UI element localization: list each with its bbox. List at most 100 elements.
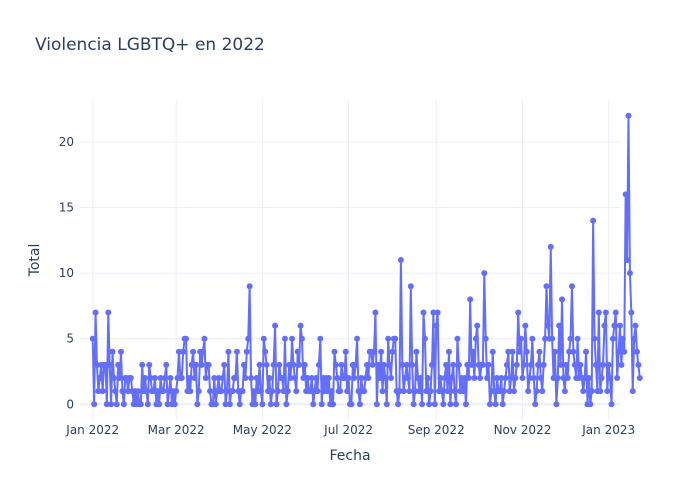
data-point [635, 361, 642, 368]
data-point [540, 361, 547, 368]
data-point [443, 361, 450, 368]
data-point [469, 348, 476, 355]
data-point [462, 401, 469, 408]
data-point [294, 348, 301, 355]
data-point [404, 375, 411, 382]
data-point [151, 375, 158, 382]
data-point [108, 401, 115, 408]
data-point [510, 388, 517, 395]
data-point [571, 361, 578, 368]
data-point [399, 361, 406, 368]
data-point [269, 388, 276, 395]
data-point [542, 335, 549, 342]
data-point [103, 401, 110, 408]
data-point [481, 270, 488, 277]
data-point [468, 361, 475, 368]
data-point [400, 388, 407, 395]
data-point [378, 348, 385, 355]
data-point [437, 375, 444, 382]
data-point [523, 348, 530, 355]
data-point [307, 388, 314, 395]
y-tick-label: 5 [66, 332, 74, 346]
data-point [198, 361, 205, 368]
data-point [491, 388, 498, 395]
data-point [248, 375, 255, 382]
data-point [440, 401, 447, 408]
data-point [199, 348, 206, 355]
data-point [448, 375, 455, 382]
y-tick-label: 15 [59, 201, 74, 215]
data-point [226, 401, 233, 408]
data-point [161, 375, 168, 382]
data-point [395, 401, 402, 408]
data-point [232, 375, 239, 382]
data-point [163, 361, 170, 368]
data-point [250, 388, 257, 395]
data-point [423, 388, 430, 395]
data-point [361, 388, 368, 395]
data-point [508, 375, 515, 382]
data-point [96, 375, 103, 382]
data-point [496, 388, 503, 395]
data-point [207, 388, 214, 395]
data-point [127, 375, 134, 382]
data-point [358, 375, 365, 382]
data-point [380, 361, 387, 368]
data-point [417, 375, 424, 382]
data-point [632, 322, 639, 329]
data-point [373, 401, 380, 408]
data-point [544, 322, 551, 329]
data-point [536, 348, 543, 355]
data-point [201, 335, 208, 342]
data-point [147, 375, 154, 382]
data-point [233, 348, 240, 355]
y-tick-label: 20 [59, 135, 74, 149]
data-point [239, 388, 246, 395]
data-point [622, 191, 629, 198]
x-tick-label: Nov 2022 [494, 423, 552, 437]
data-point [348, 401, 355, 408]
data-point [486, 401, 493, 408]
data-point [498, 375, 505, 382]
data-point [407, 283, 414, 290]
data-point [222, 401, 229, 408]
data-point [171, 401, 178, 408]
data-point [315, 361, 322, 368]
data-point [454, 335, 461, 342]
data-point [413, 348, 420, 355]
data-point [290, 361, 297, 368]
data-point [409, 361, 416, 368]
data-point [297, 322, 304, 329]
data-point [212, 401, 219, 408]
data-point [385, 335, 392, 342]
data-point [266, 375, 273, 382]
data-point [543, 283, 550, 290]
data-point [460, 388, 467, 395]
data-point [160, 388, 167, 395]
data-point [119, 388, 126, 395]
data-point [505, 348, 512, 355]
data-point [403, 361, 410, 368]
data-point [225, 348, 232, 355]
data-point [354, 335, 361, 342]
data-point [587, 401, 594, 408]
data-point [157, 375, 164, 382]
data-point [581, 375, 588, 382]
data-point [167, 375, 174, 382]
data-point [105, 309, 112, 316]
data-point [242, 375, 249, 382]
data-point [308, 375, 315, 382]
data-point [180, 348, 187, 355]
plot-background [80, 100, 620, 420]
data-point [280, 388, 287, 395]
data-point [434, 309, 441, 316]
data-point [472, 335, 479, 342]
data-point [566, 348, 573, 355]
x-tick-label: Mar 2022 [148, 423, 205, 437]
data-point [229, 388, 236, 395]
data-point [611, 322, 618, 329]
data-point [444, 388, 451, 395]
data-point [530, 375, 537, 382]
data-point [115, 361, 122, 368]
data-point [617, 322, 623, 329]
